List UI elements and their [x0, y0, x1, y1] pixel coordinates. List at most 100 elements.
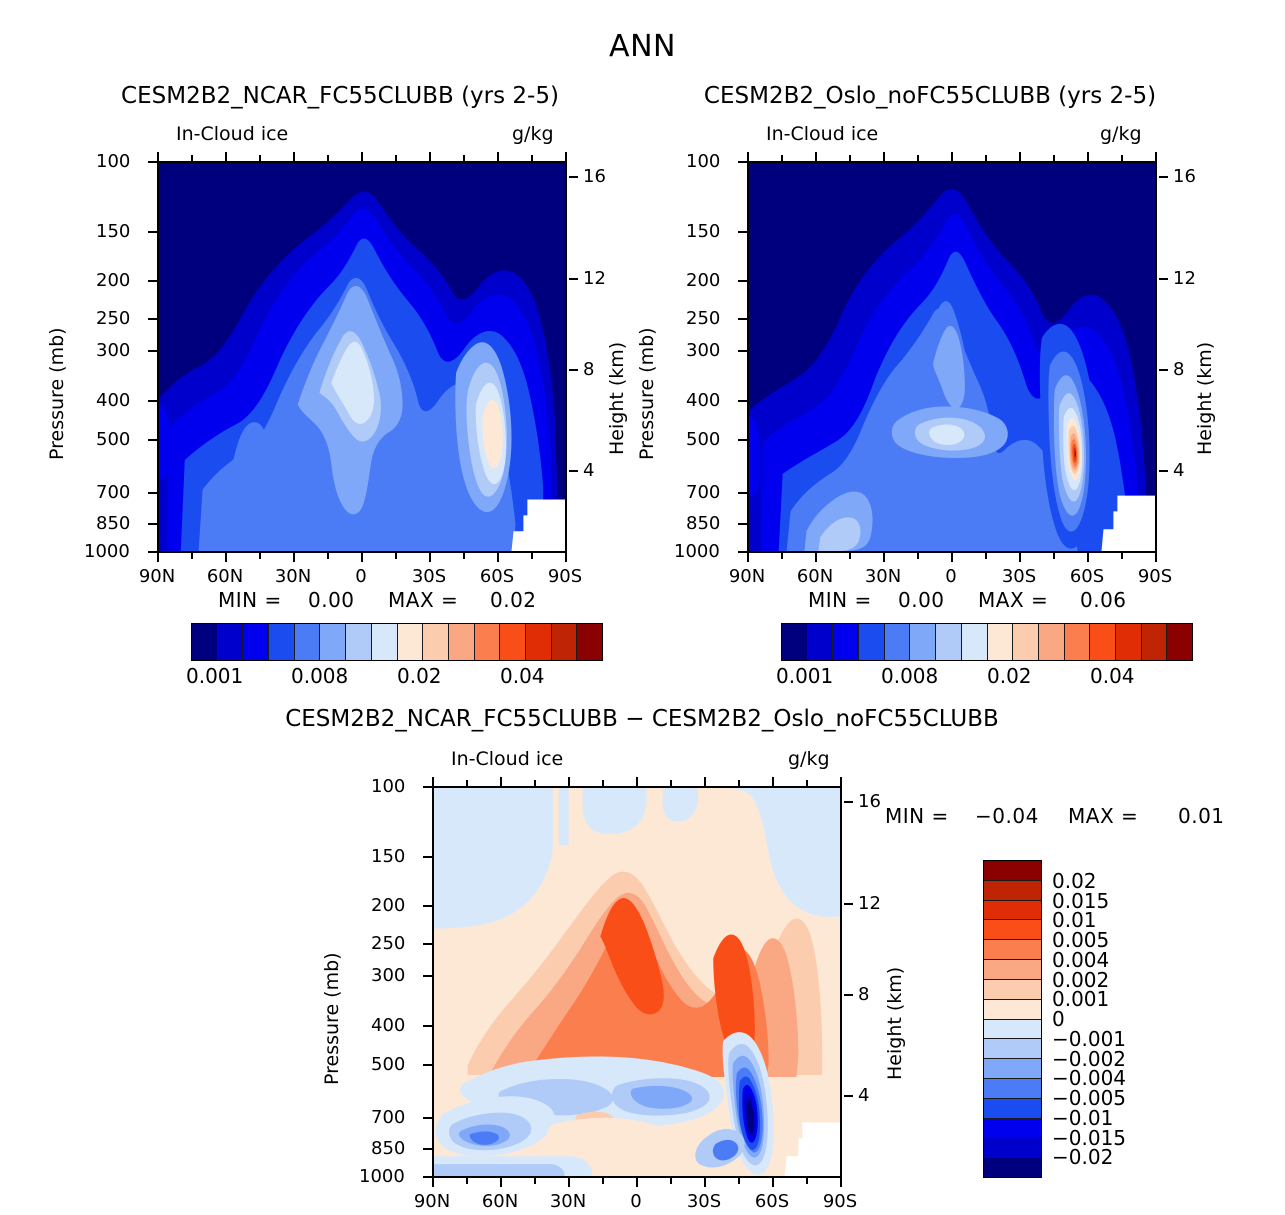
- colorbar-segment: [984, 900, 1041, 921]
- cb1-label-3: 0.04: [500, 664, 545, 688]
- colorbar-tick-label: −0.02: [1052, 1145, 1114, 1170]
- panel-difference-variable-label: In-Cloud ice: [451, 748, 564, 770]
- panel-top-right-colorbar[interactable]: [781, 623, 1193, 661]
- panel-top-left-plot[interactable]: [157, 161, 567, 553]
- panel-difference-plot[interactable]: [432, 786, 842, 1178]
- panel-top-left-min-label: MIN =: [218, 588, 282, 612]
- xtick-60N: 60N: [481, 1191, 519, 1212]
- xtick-60S: 60S: [1069, 566, 1105, 587]
- ytick-700: 700: [686, 482, 721, 503]
- panel-top-left-title: CESM2B2_NCAR_FC55CLUBB (yrs 2-5): [121, 83, 559, 109]
- colorbar-tick-label: 0.001: [1052, 987, 1110, 1012]
- colorbar-tick-label: 0.002: [1052, 967, 1110, 992]
- colorbar-tick-label: 0.004: [1052, 947, 1110, 972]
- ytick-250: 250: [96, 308, 131, 329]
- panel-difference-min-label: MIN =: [885, 804, 949, 828]
- panel-top-right-max-label: MAX =: [978, 588, 1049, 612]
- xtick-90S: 90S: [1137, 566, 1173, 587]
- ytick-400: 400: [96, 390, 131, 411]
- htick-16: 16: [1173, 166, 1196, 187]
- ytick-850: 850: [96, 513, 131, 534]
- panel-top-left-units-label: g/kg: [512, 123, 554, 145]
- panel-top-left-min-value: 0.00: [308, 588, 355, 612]
- colorbar-segment: [320, 624, 347, 660]
- ytick-150: 150: [96, 221, 131, 242]
- colorbar-tick-label: −0.01: [1052, 1105, 1114, 1130]
- colorbar-tick-label: 0.015: [1052, 888, 1110, 913]
- ytick-100: 100: [686, 151, 721, 172]
- colorbar-segment: [984, 979, 1041, 1000]
- colorbar-tick-label: 0.02: [1052, 868, 1097, 893]
- colorbar-segment: [807, 624, 834, 660]
- htick-8: 8: [1173, 359, 1185, 380]
- panel-top-right-plot[interactable]: [747, 161, 1157, 553]
- panel-top-right-units-label: g/kg: [1100, 123, 1142, 145]
- xtick-30N: 30N: [549, 1191, 587, 1212]
- xtick-0: 0: [355, 566, 367, 587]
- panel-difference-colorbar-labels: 0.02 0.015 0.01 0.005 0.004 0.002 0.001 0 −0.001…: [1052, 860, 1162, 1176]
- panel-top-right-contour-field: [749, 163, 1155, 551]
- ytick-700: 700: [371, 1107, 406, 1128]
- colorbar-segment: [984, 1098, 1041, 1119]
- colorbar-segment: [1038, 624, 1065, 660]
- panel-top-right-y2-axis-label: Height (km): [1194, 341, 1216, 455]
- panel-difference-max-value: 0.01: [1178, 804, 1225, 828]
- xtick-90N: 90N: [138, 566, 176, 587]
- ytick-850: 850: [686, 513, 721, 534]
- colorbar-segment: [984, 999, 1041, 1020]
- htick-4: 4: [583, 460, 595, 481]
- colorbar-tick-label: −0.004: [1052, 1066, 1127, 1091]
- ytick-500: 500: [371, 1054, 406, 1075]
- colorbar-segment: [448, 624, 475, 660]
- ytick-200: 200: [96, 270, 131, 291]
- colorbar-segment: [294, 624, 321, 660]
- colorbar-segment: [1141, 624, 1168, 660]
- colorbar-tick-label: 0.01: [1052, 908, 1097, 933]
- colorbar-segment: [269, 624, 295, 660]
- colorbar-segment: [984, 1059, 1041, 1079]
- xtick-0: 0: [630, 1191, 642, 1212]
- panel-difference-colorbar[interactable]: [983, 860, 1042, 1178]
- cb1-label-1: 0.008: [291, 664, 349, 688]
- cb2-label-0: 0.001: [776, 664, 834, 688]
- panel-top-right-title: CESM2B2_Oslo_noFC55CLUBB (yrs 2-5): [703, 83, 1157, 109]
- panel-top-left-colorbar[interactable]: [191, 623, 603, 661]
- panel-top-left-y2-axis-label: Height (km): [606, 341, 628, 455]
- htick-16: 16: [858, 791, 881, 812]
- panel-top-left-y-axis-label: Pressure (mb): [46, 327, 68, 460]
- ytick-400: 400: [686, 390, 721, 411]
- colorbar-segment: [984, 1019, 1041, 1040]
- panel-top-left-contour-field: [159, 163, 565, 551]
- xtick-90S: 90S: [547, 566, 583, 587]
- colorbar-segment: [984, 1039, 1041, 1060]
- colorbar-segment: [474, 624, 501, 660]
- ytick-500: 500: [96, 429, 131, 450]
- ytick-100: 100: [371, 776, 406, 797]
- colorbar-tick-label: −0.002: [1052, 1046, 1127, 1071]
- ytick-1000: 1000: [84, 541, 130, 562]
- xtick-30S: 30S: [1001, 566, 1037, 587]
- panel-difference-y-axis-label: Pressure (mb): [321, 952, 343, 1085]
- colorbar-segment: [910, 624, 937, 660]
- colorbar-segment: [984, 880, 1041, 901]
- panel-difference-contour-field: [434, 788, 840, 1176]
- colorbar-segment: [1167, 624, 1192, 660]
- colorbar-segment: [884, 624, 911, 660]
- htick-12: 12: [583, 268, 606, 289]
- season-title: ANN: [609, 29, 676, 64]
- panel-difference-max-label: MAX =: [1068, 804, 1139, 828]
- xtick-30N: 30N: [864, 566, 902, 587]
- htick-8: 8: [858, 984, 870, 1005]
- colorbar-segment: [423, 624, 449, 660]
- colorbar-segment: [371, 624, 398, 660]
- panel-top-right-y-axis-label: Pressure (mb): [636, 327, 658, 460]
- xtick-90N: 90N: [413, 1191, 451, 1212]
- colorbar-segment: [1064, 624, 1091, 660]
- xtick-90N: 90N: [728, 566, 766, 587]
- ytick-1000: 1000: [674, 541, 720, 562]
- ytick-150: 150: [686, 221, 721, 242]
- xtick-90S: 90S: [822, 1191, 858, 1212]
- ytick-200: 200: [371, 895, 406, 916]
- ytick-300: 300: [371, 965, 406, 986]
- colorbar-segment: [346, 624, 372, 660]
